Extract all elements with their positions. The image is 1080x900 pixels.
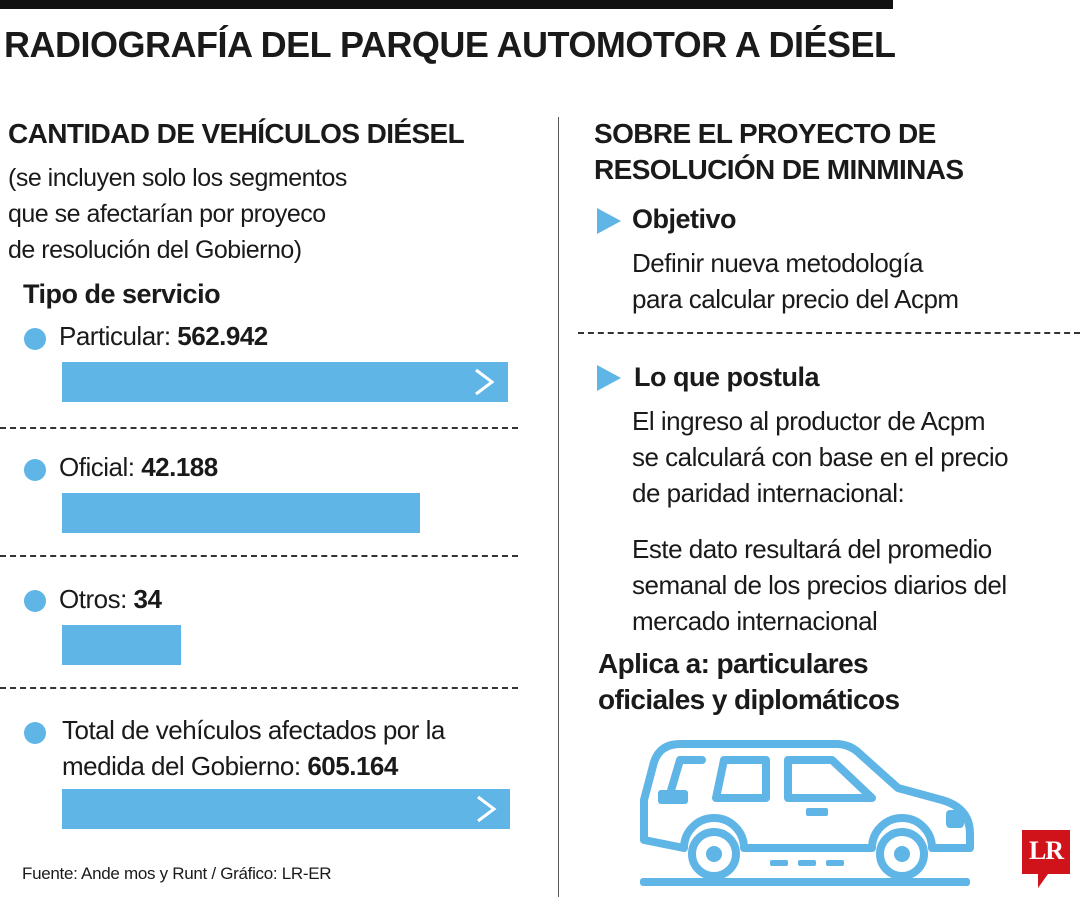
chevron-right-icon	[475, 368, 495, 396]
column-divider	[558, 117, 559, 897]
applies-to: Aplica a: particulares oficiales y diplo…	[598, 646, 900, 718]
text-line: Este dato resultará del promedio	[632, 534, 992, 564]
bar-total	[62, 789, 510, 829]
value-label: 562.942	[177, 321, 268, 351]
divider	[0, 555, 518, 557]
top-rule	[0, 0, 893, 9]
total-value: 605.164	[307, 751, 398, 781]
page-title: RADIOGRAFÍA DEL PARQUE AUTOMOTOR A DIÉSE…	[4, 24, 896, 65]
dot-icon	[24, 459, 46, 481]
triangle-arrow-icon	[597, 365, 621, 391]
dot-icon	[24, 590, 46, 612]
category-label: Oficial	[59, 452, 128, 482]
total-line: medida del Gobierno: 605.164	[62, 748, 462, 784]
note-line: que se afectarían por proyeco	[8, 200, 326, 228]
car-icon	[640, 740, 974, 886]
text-line: para calcular precio del Acpm	[632, 284, 959, 314]
bar-oficial	[62, 493, 420, 533]
divider	[578, 332, 1080, 334]
postula-title: Lo que postula	[634, 362, 820, 392]
total-caption: medida del Gobierno:	[62, 751, 301, 781]
bar-particular	[62, 362, 508, 402]
dot-icon	[24, 328, 46, 350]
text-line: Definir nueva metodología	[632, 248, 924, 278]
note-line: de resolución del Gobierno)	[8, 236, 302, 264]
text-line: oficiales y diplomáticos	[598, 684, 900, 715]
text-line: El ingreso al productor de Acpm	[632, 406, 986, 436]
logo-shape	[1022, 830, 1070, 888]
value-label: 34	[133, 584, 162, 614]
text-line: de paridad internacional:	[632, 478, 905, 508]
logo-text: LR	[1028, 836, 1064, 865]
service-type-heading: Tipo de servicio	[23, 279, 221, 309]
bar-label-otros: Otros: 34	[59, 584, 162, 614]
text-line: Aplica a: particulares	[598, 648, 869, 679]
objective-title: Objetivo	[632, 204, 737, 234]
text-line: mercado internacional	[632, 606, 878, 636]
left-heading: CANTIDAD DE VEHÍCULOS DIÉSEL	[8, 118, 465, 149]
bar-label-particular: Particular: 562.942	[59, 321, 268, 351]
lr-logo: LR	[1022, 830, 1070, 888]
text-line: semanal de los precios diarios del	[632, 570, 1007, 600]
total-label: Total de vehículos afectados por la medi…	[62, 712, 462, 784]
chevron-right-icon	[477, 795, 497, 823]
value-label: 42.188	[141, 452, 218, 482]
category-label: Particular	[59, 321, 164, 351]
divider	[0, 427, 518, 429]
left-note: (se incluyen solo los segmentos que se a…	[8, 160, 368, 268]
total-line: Total de vehículos afectados por la	[62, 715, 445, 745]
heading-line: RESOLUCIÓN DE MINMINAS	[594, 154, 964, 185]
bar-label-oficial: Oficial: 42.188	[59, 452, 218, 482]
note-line: (se incluyen solo los segmentos	[8, 164, 347, 192]
text-line: se calculará con base en el precio	[632, 442, 1009, 472]
heading-line: SOBRE EL PROYECTO DE	[594, 118, 936, 149]
source-note: Fuente: Ande mos y Runt / Gráfico: LR-ER	[22, 864, 332, 883]
dot-icon	[24, 722, 46, 744]
postula-text-2: Este dato resultará del promedio semanal…	[632, 531, 1052, 639]
objective-text: Definir nueva metodología para calcular …	[632, 245, 1052, 317]
right-heading: SOBRE EL PROYECTO DE RESOLUCIÓN DE MINMI…	[594, 116, 964, 188]
postula-text-1: El ingreso al productor de Acpm se calcu…	[632, 403, 1052, 511]
category-label: Otros	[59, 584, 121, 614]
bar-otros	[62, 625, 181, 665]
divider	[0, 687, 518, 689]
triangle-arrow-icon	[597, 208, 621, 234]
